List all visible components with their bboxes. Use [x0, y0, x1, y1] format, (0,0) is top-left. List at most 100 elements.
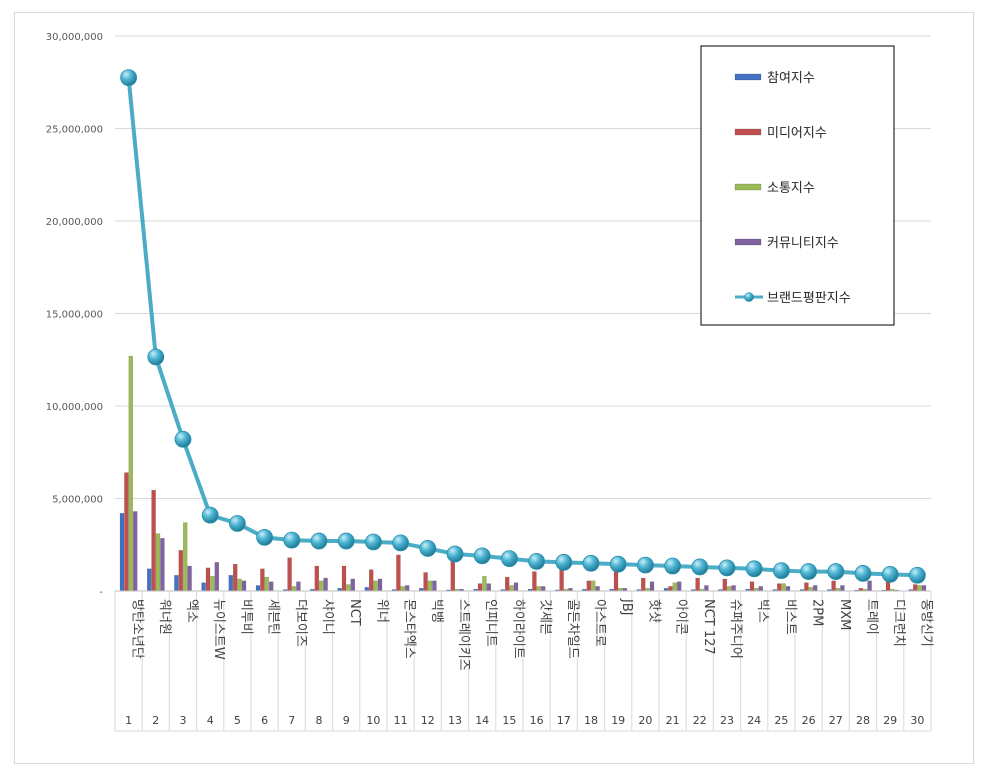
bar [427, 580, 433, 592]
rank-label: 7 [288, 714, 295, 727]
bar [228, 575, 234, 592]
category-label: 빅뱅 [429, 599, 444, 623]
line-point [800, 563, 817, 580]
bar [232, 563, 238, 592]
bar [913, 584, 918, 592]
y-tick-label: 25,000,000 [46, 125, 103, 136]
rank-label: 12 [421, 714, 435, 727]
bar [314, 565, 319, 592]
legend-swatch [734, 238, 762, 246]
line-point [827, 563, 845, 580]
rank-label: 28 [856, 714, 870, 727]
category-label: 몬스타엑스 [402, 599, 417, 659]
line-point [582, 554, 600, 572]
legend-swatch [734, 128, 762, 136]
line-point [609, 555, 627, 573]
bar [160, 538, 165, 592]
line-point [909, 566, 926, 584]
line-point [419, 540, 437, 557]
bar [287, 557, 292, 592]
bar [591, 580, 596, 592]
bar [722, 578, 727, 592]
y-tick-label: 15,000,000 [46, 310, 103, 321]
y-axis: - 5,000,000 10,000,000 15,000,000 20,000,000… [46, 32, 104, 598]
legend-marker [744, 292, 754, 302]
bar [128, 355, 134, 592]
bar [205, 567, 211, 592]
bar [432, 580, 437, 592]
category-label: 워너원 [157, 599, 172, 635]
rank-label: 21 [666, 714, 680, 727]
bar [668, 586, 673, 592]
line-point [310, 532, 328, 550]
rank-label: 26 [802, 714, 816, 727]
line-point [773, 562, 790, 580]
bar [677, 581, 682, 592]
bars-layer [119, 355, 927, 592]
bar [146, 568, 152, 592]
legend-label: 미디어지수 [767, 126, 827, 141]
legend-swatch [734, 183, 762, 191]
category-label: 위너 [374, 599, 389, 623]
category-label: 세븐틴 [266, 599, 281, 635]
line-point [201, 506, 219, 524]
category-label: 뉴이스트W [211, 599, 226, 660]
bar [867, 580, 872, 592]
category-label: 방탄소년단 [130, 599, 145, 659]
bar [804, 582, 809, 592]
category-label: MXM [837, 599, 852, 630]
bar [532, 571, 537, 592]
rank-label: 18 [584, 714, 598, 727]
rank-label: 6 [261, 714, 268, 727]
bar [174, 575, 179, 592]
bar [777, 583, 782, 592]
bar [132, 511, 138, 592]
line-point [718, 559, 736, 577]
line-point [637, 556, 654, 574]
bar [586, 580, 591, 592]
bar [831, 580, 836, 592]
category-label: 슈퍼주니어 [728, 599, 743, 659]
bar [536, 586, 541, 592]
bar [373, 580, 378, 592]
bar [264, 576, 270, 592]
line-point [473, 547, 491, 565]
y-tick-label: 30,000,000 [46, 32, 103, 43]
bar [450, 561, 455, 592]
bar [182, 522, 188, 592]
category-label: 핫샷 [646, 599, 661, 623]
line-point [174, 430, 192, 448]
bar [187, 565, 192, 592]
line-point [691, 558, 709, 576]
category-label: 디크런치 [891, 599, 906, 647]
bar [513, 582, 519, 592]
category-label: 아이콘 [674, 599, 689, 635]
y-tick-label: - [99, 587, 103, 598]
line-point [555, 553, 573, 571]
rank-label: 27 [829, 714, 843, 727]
bar [785, 586, 791, 592]
bar [727, 586, 732, 592]
line-point [147, 348, 165, 366]
line-point [881, 565, 899, 583]
legend-label: 소통지수 [767, 181, 815, 196]
category-label: 아스트로 [592, 599, 607, 647]
bar [369, 569, 374, 592]
legend-box [700, 45, 895, 326]
chart-svg: - 5,000,000 10,000,000 15,000,000 20,000,000… [46, 32, 933, 732]
bar [155, 533, 161, 592]
category-label: 갓세븐 [538, 599, 553, 635]
bar [477, 583, 483, 592]
bar [672, 582, 677, 592]
category-label: NCT 127 [701, 599, 716, 655]
category-label: 동방신기 [918, 599, 933, 647]
rank-label: 9 [343, 714, 350, 727]
bar [201, 582, 206, 592]
legend-swatch [734, 73, 762, 81]
rank-label: 22 [693, 714, 707, 727]
legend-label: 커뮤니티지수 [767, 236, 839, 251]
line-point [228, 515, 246, 532]
bar [758, 586, 763, 592]
category-label: 더보이즈 [293, 599, 308, 647]
